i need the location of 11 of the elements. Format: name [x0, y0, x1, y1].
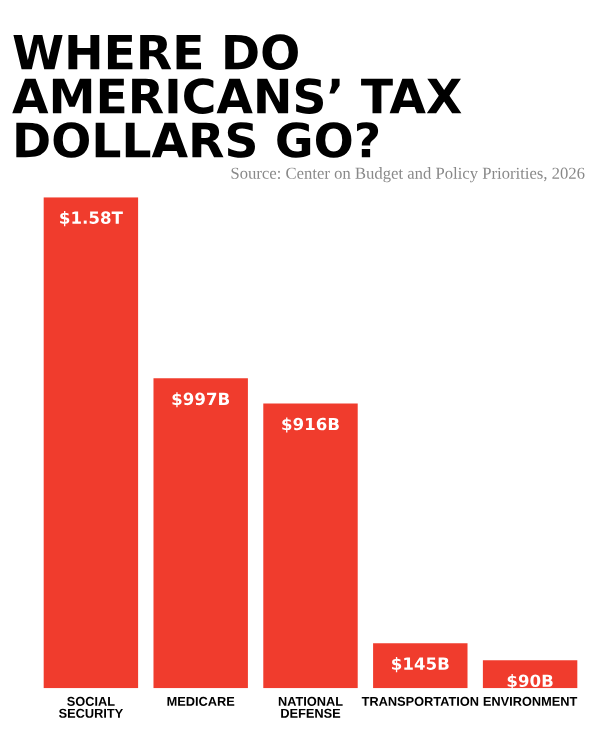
- data-label: $916B: [282, 417, 339, 433]
- source-note: Source: Center on Budget and Policy Priorities, 2026: [231, 167, 585, 183]
- bar: [263, 403, 358, 689]
- chart-title: WHERE DO AMERICANS’ TAX DOLLARS GO?: [12, 34, 462, 158]
- data-label: $90B: [507, 674, 553, 690]
- data-label: $997B: [172, 392, 230, 408]
- data-label: $1.58T: [60, 211, 123, 227]
- data-label: $145B: [392, 657, 449, 673]
- bar: [153, 378, 248, 689]
- bar: [373, 643, 468, 689]
- bar: [43, 197, 139, 689]
